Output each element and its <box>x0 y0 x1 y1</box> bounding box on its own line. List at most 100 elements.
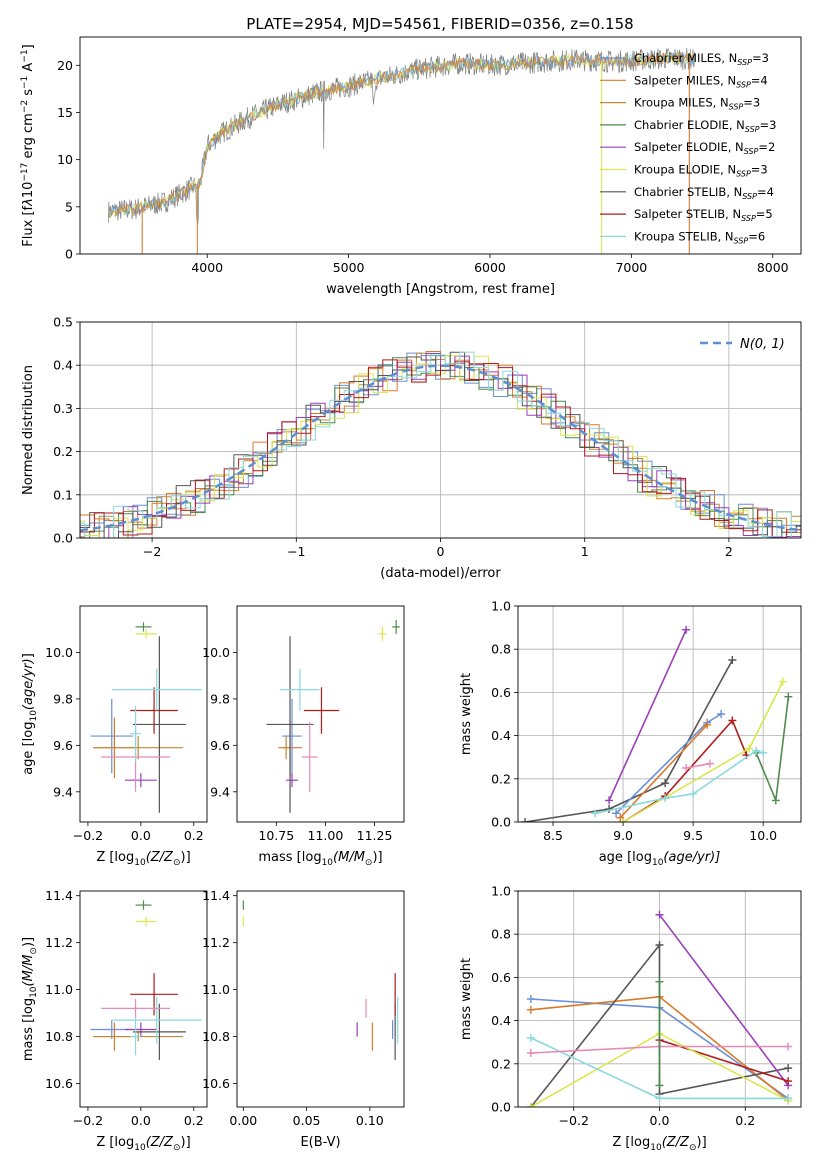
y-tick-label: 0.0 <box>491 815 511 830</box>
plot-area <box>90 622 202 813</box>
x-axis-label: mass [log10(M/M⊙)] <box>258 850 382 868</box>
weight-series-line <box>619 724 708 819</box>
legend-sub: SSP <box>744 147 759 156</box>
weight-point-marker <box>784 1042 793 1051</box>
y-tick-label: 9.4 <box>53 784 73 799</box>
x-tick-label: −0.2 <box>73 828 103 843</box>
y-axis-label: mass [log10(M/M⊙)] <box>21 937 39 1061</box>
x-tick-label: 11.25 <box>357 828 393 843</box>
y-label-part: −2 <box>20 100 30 113</box>
y-tick-label: 10.0 <box>202 645 230 660</box>
axes-frame <box>79 605 208 823</box>
y-tick-label: 10.6 <box>202 1076 230 1091</box>
y-tick-label: 0.2 <box>53 444 73 459</box>
weight-series-line <box>608 629 687 801</box>
x-tick-label: 9.0 <box>613 828 633 843</box>
x-axis-label: Z [log10(Z/Z⊙)] <box>96 1135 190 1153</box>
y-label-part: 10 <box>29 986 39 998</box>
y-tick-label: 0.4 <box>491 728 511 743</box>
x-label-arg: (Z/Z <box>146 850 174 865</box>
y-tick-label: 15 <box>57 105 73 120</box>
weight-point-marker <box>661 794 670 803</box>
x-label-sub: 10 <box>134 1143 146 1153</box>
legend-name: Chabrier MILES, N <box>634 51 737 65</box>
y-tick-label: 0.6 <box>491 685 511 700</box>
x-label-main: age [log <box>599 850 652 865</box>
weight-vs-age-panel: 8.5 9.0 9.5 10.0 0.0 0.2 0.4 0.6 0.8 1.0 age [log1… <box>459 599 802 868</box>
legend-sub: SSP <box>741 214 756 223</box>
residuals-panel: −2 −1 0 1 2 0.0 0.1 0.2 0.3 0.4 0.5 (data-model)/er… <box>21 315 802 581</box>
y-label-part: ] <box>21 44 36 49</box>
x-tick-label: 0 <box>437 544 445 559</box>
x-tick-label: 10.0 <box>749 828 777 843</box>
y-tick-label: 9.8 <box>210 691 230 706</box>
y-label-part: Flux [f <box>21 205 36 246</box>
x-tick-label: 0.10 <box>356 1113 384 1128</box>
x-tick-label: 0.0 <box>650 1113 670 1128</box>
y-tick-label: 11.4 <box>45 888 73 903</box>
x-tick-label: 5000 <box>333 260 365 275</box>
legend-entry: Salpeter MILES, NSSP=4 <box>634 73 768 89</box>
weight-point-marker <box>759 748 768 757</box>
y-tick-label: 11.0 <box>45 982 73 997</box>
y-label-part: )] <box>21 937 36 947</box>
plot-area <box>107 47 696 254</box>
legend-entry: Chabrier MILES, NSSP=3 <box>634 51 769 67</box>
y-label-part: −17 <box>20 163 30 182</box>
y-axis-label: Normed distribution <box>21 365 36 495</box>
legend-name: Kroupa STELIB, N <box>634 229 734 243</box>
weight-series-line <box>685 762 711 769</box>
legend-entry: Kroupa ELODIE, NSSP=3 <box>634 163 768 179</box>
x-label-sub2: ⊙ <box>365 858 373 868</box>
x-tick-label: 0.2 <box>184 1113 204 1128</box>
age-vs-mass-panel: 10.75 11.00 11.25 9.4 9.6 9.8 10.0 mass [log10(… <box>202 605 405 868</box>
y-tick-label: 0.1 <box>53 487 73 502</box>
y-label-part: A <box>21 63 36 76</box>
weight-point-marker <box>616 813 625 822</box>
y-tick-label: 0 <box>65 247 73 262</box>
y-label-part: age [log <box>21 722 36 775</box>
plot-area <box>521 625 793 822</box>
weight-point-marker <box>655 910 664 919</box>
y-tick-label: 9.6 <box>210 738 230 753</box>
weight-point-marker <box>526 1033 535 1042</box>
weight-point-marker <box>655 1081 664 1090</box>
weight-point-marker <box>655 977 664 986</box>
y-axis-label: mass weight <box>459 958 474 1040</box>
x-axis-label: wavelength [Angstrom, rest frame] <box>326 282 555 297</box>
y-label-part: (M/M <box>21 955 36 987</box>
normal-distribution-curve <box>80 364 801 532</box>
x-label-arg: (Z/Z <box>146 1135 174 1150</box>
x-label-sub: 10 <box>650 1143 662 1153</box>
y-tick-label: 10 <box>57 152 73 167</box>
spectrum-panel: 4000 5000 6000 7000 8000 0 5 10 15 20 wavelength [… <box>20 36 802 297</box>
y-tick-label: 10.8 <box>202 1029 230 1044</box>
y-tick-label: 0.6 <box>491 970 511 985</box>
weight-point-marker <box>526 1005 535 1014</box>
x-axis-label: age [log10(age/yr)] <box>599 850 721 868</box>
weight-point-marker <box>661 779 670 788</box>
y-tick-label: 10.8 <box>45 1029 73 1044</box>
axes-frame <box>79 36 802 255</box>
mass-vs-metallicity-panel: −0.2 0.0 0.210.610.811.011.211.4Z [log10(Z… <box>21 888 208 1153</box>
x-label-main: mass [log <box>258 850 321 865</box>
weight-point-marker <box>784 1064 793 1073</box>
x-tick-label: 0.05 <box>293 1113 321 1128</box>
residual-histogram-step <box>80 355 801 538</box>
x-label-sub2: ⊙ <box>689 1143 697 1153</box>
legend-name: Kroupa MILES, N <box>634 96 729 110</box>
legend-sub: SSP <box>736 80 751 89</box>
x-tick-label: 0.00 <box>229 1113 257 1128</box>
y-tick-label: 0.4 <box>53 358 73 373</box>
weight-point-marker <box>705 759 714 768</box>
y-tick-label: 1.0 <box>491 884 511 899</box>
legend-sub: SSP <box>745 125 760 134</box>
legend-count: =5 <box>756 207 773 221</box>
y-label-part: ⊙ <box>29 947 39 955</box>
x-label-arg: (age/yr)] <box>663 850 720 865</box>
legend-name: Salpeter MILES, N <box>634 73 736 87</box>
x-label-main: Z [log <box>96 850 134 865</box>
weight-series-line <box>524 659 734 822</box>
y-axis-label: age [log10(age/yr)] <box>21 653 39 775</box>
x-tick-label: 0.0 <box>131 828 151 843</box>
